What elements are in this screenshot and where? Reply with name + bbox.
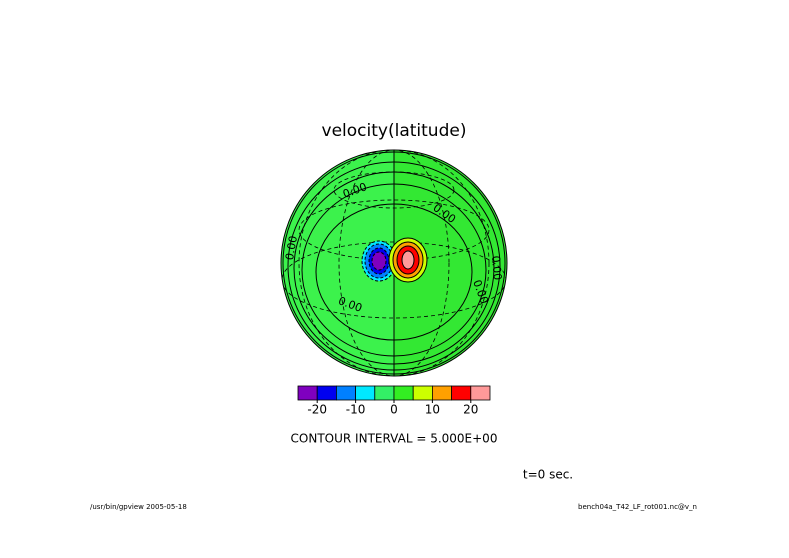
colorbar-cell bbox=[451, 385, 472, 401]
chart-title: velocity(latitude) bbox=[322, 121, 467, 141]
colorbar-cell bbox=[431, 385, 452, 401]
negative-blob bbox=[371, 251, 387, 271]
colorbar-tick-label: -10 bbox=[346, 403, 366, 417]
time-label: t=0 sec. bbox=[523, 468, 573, 482]
colorbar-cell bbox=[297, 385, 318, 401]
colorbar-tick-label: 10 bbox=[425, 403, 440, 417]
contour-label: 0.00 bbox=[489, 255, 504, 281]
globe-border bbox=[280, 149, 508, 377]
colorbar-cell bbox=[393, 385, 414, 401]
colorbar-cell bbox=[316, 385, 337, 401]
colorbar-cell bbox=[470, 385, 491, 401]
contour-label: 0.00 bbox=[283, 235, 300, 261]
positive-blob bbox=[401, 250, 415, 270]
colorbar-cell bbox=[335, 385, 356, 401]
colorbar: -20 -10 0 10 20 bbox=[297, 385, 491, 417]
colorbar-cell bbox=[412, 385, 433, 401]
colorbar-tick-label: -20 bbox=[307, 403, 327, 417]
colorbar-cell bbox=[374, 385, 395, 401]
contour-interval: CONTOUR INTERVAL = 5.000E+00 bbox=[291, 432, 498, 446]
colorbar-tick-label: 20 bbox=[463, 403, 478, 417]
colorbar-cell bbox=[355, 385, 376, 401]
colorbar-tick-label: 0 bbox=[390, 403, 398, 417]
anomaly bbox=[361, 237, 428, 283]
footer-right: bench04a_T42_LF_rot001.nc@v_n bbox=[578, 503, 697, 511]
footer-left: /usr/bin/gpview 2005-05-18 bbox=[90, 503, 187, 511]
